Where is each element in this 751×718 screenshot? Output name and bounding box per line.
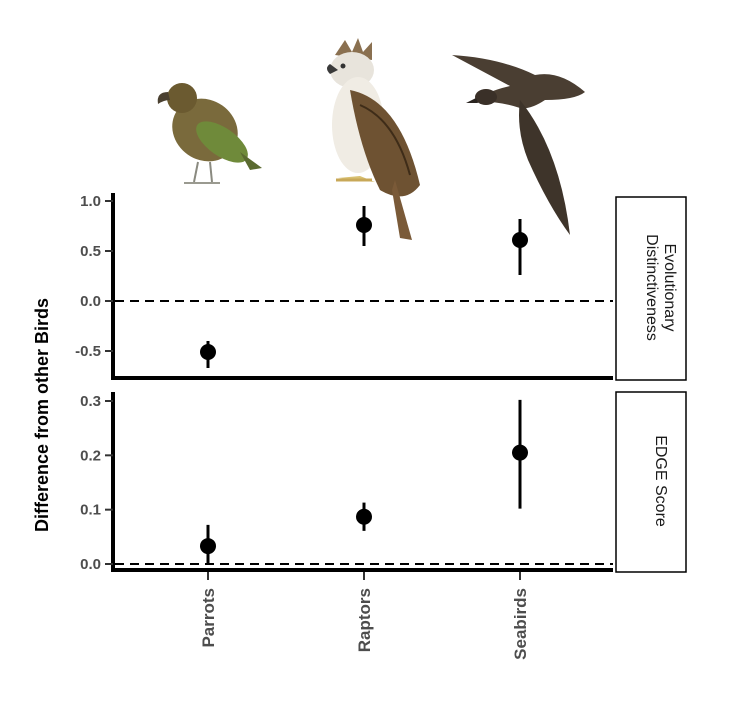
- y-tick-label: 0.3: [80, 393, 101, 410]
- point-parrots: [200, 538, 216, 555]
- point-seabirds: [512, 232, 528, 248]
- y-tick-label: 1.0: [80, 193, 101, 210]
- strip-label: EDGE Score: [652, 435, 669, 527]
- x-tick-label-seabirds: Seabirds: [511, 588, 530, 660]
- strip-label: Distinctiveness: [643, 234, 660, 341]
- strip-label-box: [615, 196, 687, 381]
- point-seabirds: [512, 444, 528, 461]
- y-tick-label: -0.5: [75, 343, 101, 360]
- x-tick-label-parrots: Parrots: [199, 588, 218, 648]
- parrot-illustration: [157, 83, 262, 184]
- point-raptors: [356, 508, 372, 525]
- y-tick-label: 0.0: [80, 293, 101, 310]
- panel-edge-score: 0.3 0.2 0.1 0.0 EDGE Score: [80, 391, 687, 573]
- y-tick-label: 0.1: [80, 502, 101, 519]
- strip-label-box: [615, 391, 687, 573]
- y-tick-label: 0.0: [80, 556, 101, 573]
- x-axis: Parrots Raptors Seabirds: [199, 572, 530, 660]
- x-tick-label-raptors: Raptors: [355, 588, 374, 652]
- strip-label: Evolutionary: [661, 243, 678, 331]
- y-tick-label: 0.2: [80, 447, 101, 464]
- y-axis-label: Difference from other Birds: [32, 298, 52, 532]
- point-parrots: [200, 344, 216, 360]
- point-raptors: [356, 217, 372, 233]
- y-tick-label: 0.5: [80, 243, 101, 260]
- eagle-illustration: [327, 38, 420, 240]
- seabird-illustration: [452, 55, 585, 235]
